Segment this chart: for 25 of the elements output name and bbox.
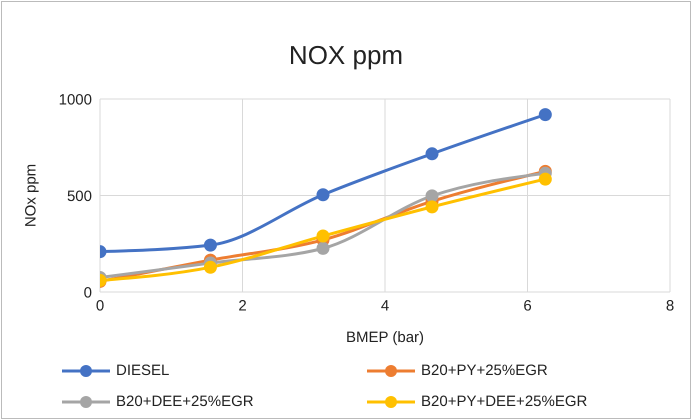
y-tick-label: 500 — [66, 188, 92, 205]
point — [316, 242, 330, 255]
legend-label: DIESEL — [116, 362, 170, 379]
chart-title: NOX ppm — [288, 40, 404, 71]
point — [538, 108, 552, 122]
point — [316, 188, 330, 202]
y-tick-label: 1000 — [58, 91, 92, 108]
y-tick-label: 0 — [84, 284, 92, 302]
point — [426, 200, 439, 214]
x-tick-label: 0 — [96, 298, 104, 315]
point — [426, 147, 439, 160]
legend-label: B20+DEE+25%EGR — [116, 393, 254, 410]
point — [426, 189, 439, 202]
legend-label: B20+PY+DEE+25%EGR — [421, 393, 588, 410]
legend-label: B20+PY+25%EGR — [421, 362, 548, 379]
y-axis-title: NOx ppm — [22, 164, 40, 228]
x-tick-label: 6 — [523, 298, 532, 315]
point — [316, 230, 330, 243]
point — [538, 172, 552, 186]
x-tick-label: 4 — [380, 298, 390, 315]
x-tick-label: 8 — [666, 298, 674, 315]
x-axis-title: BMEP (bar) — [346, 329, 424, 346]
x-tick-label: 2 — [238, 298, 247, 315]
point — [204, 260, 217, 274]
point — [204, 238, 217, 252]
